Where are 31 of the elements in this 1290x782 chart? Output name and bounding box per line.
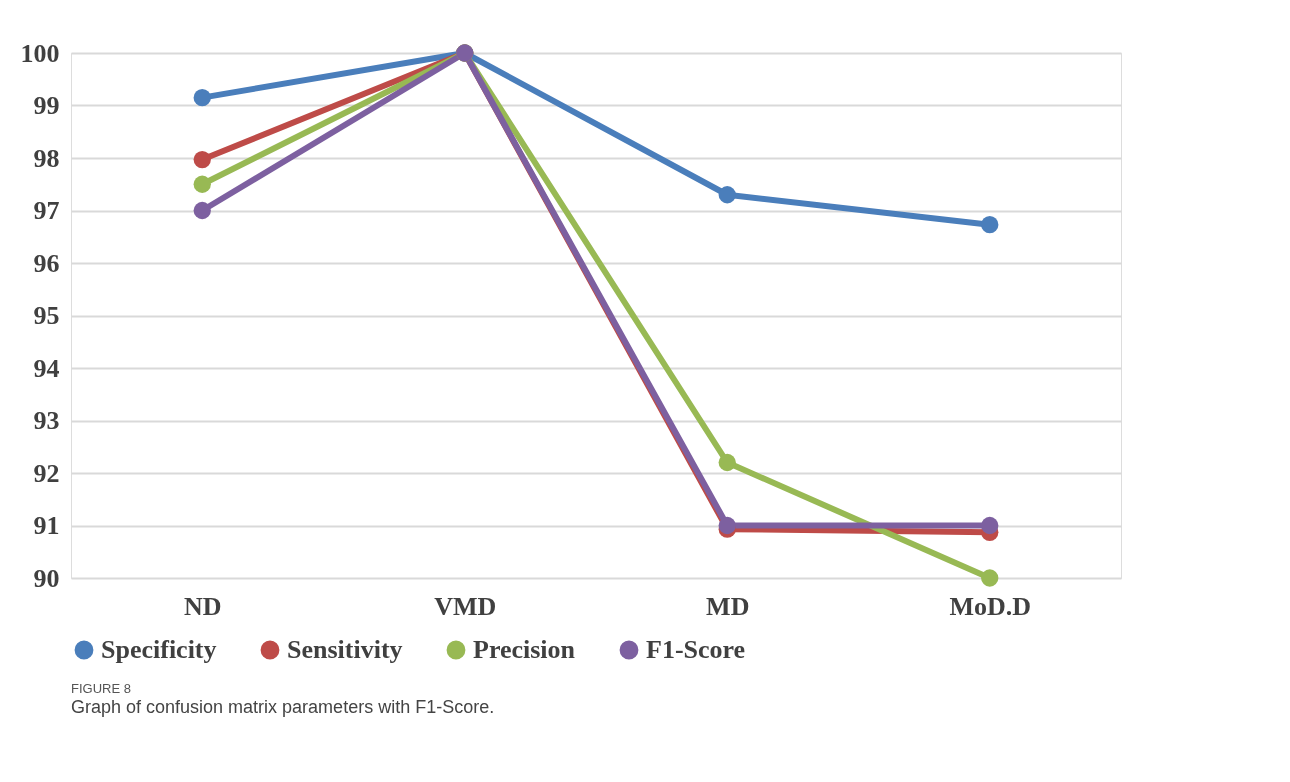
point	[981, 216, 999, 234]
x-tick-label: MD	[706, 591, 750, 621]
y-tick-label: 93	[33, 406, 60, 435]
y-tick-label: 98	[33, 143, 60, 173]
point	[193, 150, 211, 169]
text: FIGURE 8	[71, 681, 131, 696]
legend-label: Precision	[473, 635, 576, 664]
x-tick-label: VMD	[434, 591, 497, 621]
y-tick-label: 94	[33, 353, 60, 383]
y-tick-label: 99	[33, 91, 60, 120]
x-tick-label: ND	[183, 591, 222, 621]
point	[193, 88, 211, 107]
y-tick-label: 100	[20, 38, 60, 68]
y-tick-label: 97	[33, 196, 60, 225]
y-tick-label: 95	[33, 301, 60, 330]
y-tick-label: 96	[33, 248, 60, 278]
y-tick-label: 92	[33, 458, 60, 488]
point	[981, 516, 999, 535]
legend-label: Specificity	[101, 635, 217, 664]
text: Graph of confusion matrix parameters with F1-Score.	[71, 697, 495, 717]
point	[981, 569, 999, 587]
point	[718, 186, 736, 204]
y-tick-label: 91	[33, 511, 60, 540]
legend-label: F1-Score	[646, 635, 746, 664]
point	[718, 453, 736, 472]
y-tick-label: 90	[33, 563, 60, 593]
legend-label: Sensitivity	[287, 635, 403, 664]
point	[193, 175, 211, 193]
point	[718, 516, 736, 535]
point	[193, 201, 211, 220]
x-tick-label: MoD.D	[949, 591, 1032, 621]
